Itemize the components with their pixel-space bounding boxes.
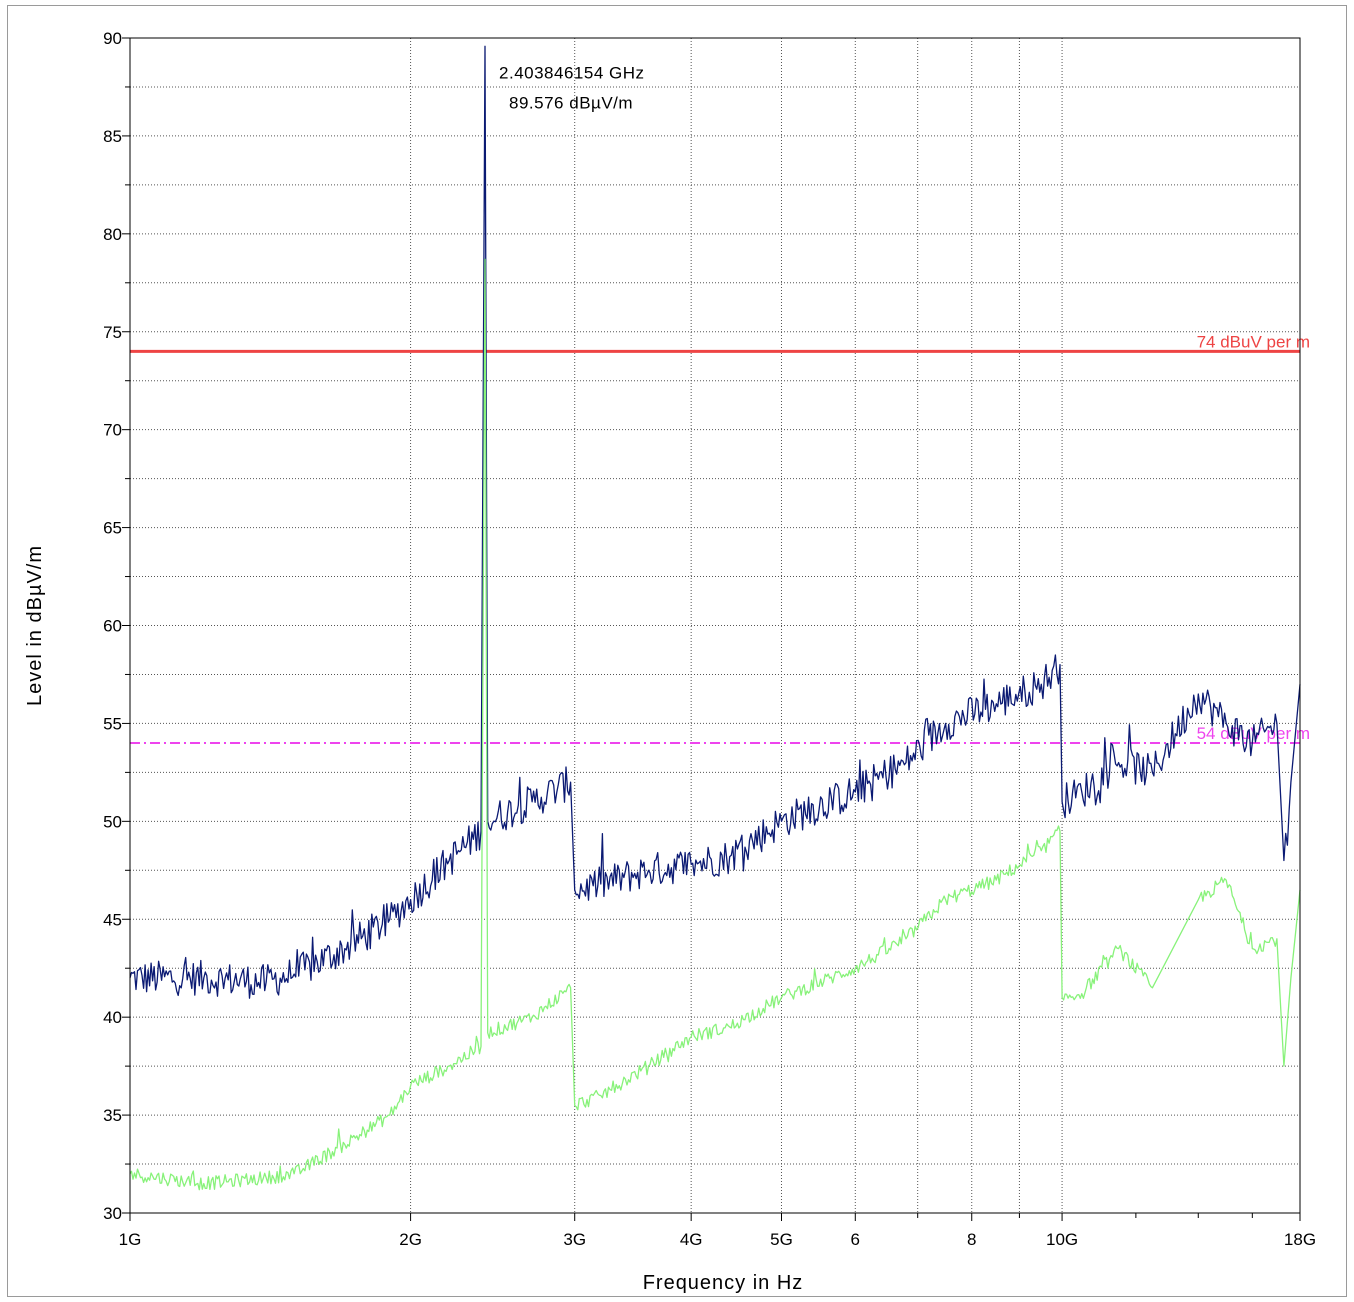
y-tick-label: 40 xyxy=(103,1008,122,1027)
y-tick-label: 45 xyxy=(103,910,122,929)
y-tick-label: 30 xyxy=(103,1204,122,1223)
series-traces xyxy=(129,45,1301,1191)
y-tick-label: 35 xyxy=(103,1106,122,1125)
x-tick-label: 8 xyxy=(967,1230,976,1249)
x-tick-label: 6 xyxy=(851,1230,860,1249)
peak-marker: 2.403846154 GHz 89.576 dBµV/m xyxy=(499,63,645,112)
grid xyxy=(129,37,1301,1214)
y-tick-label: 50 xyxy=(103,812,122,831)
y-tick-label: 80 xyxy=(103,225,122,244)
x-tick-label: 3G xyxy=(563,1230,586,1249)
x-tick-label: 1G xyxy=(119,1230,142,1249)
y-axis-title: Level in dBµV/m xyxy=(24,545,46,706)
x-tick-label: 10G xyxy=(1046,1230,1078,1249)
x-axis: 1G 2G 3G 4G 5G 6 8 10G 18G xyxy=(119,1213,1316,1249)
y-tick-label: 55 xyxy=(103,714,122,733)
x-tick-label: 5G xyxy=(770,1230,793,1249)
y-tick-label: 90 xyxy=(103,29,122,48)
y-axis: 30 35 40 45 50 55 60 65 70 75 80 85 90 xyxy=(103,29,130,1223)
marker-level: 89.576 dBµV/m xyxy=(509,93,633,112)
y-tick-label: 75 xyxy=(103,323,122,342)
x-axis-title: Frequency in Hz xyxy=(643,1272,804,1294)
y-tick-label: 85 xyxy=(103,127,122,146)
series-line xyxy=(129,258,1301,1191)
x-tick-label: 18G xyxy=(1284,1230,1316,1249)
x-tick-label: 2G xyxy=(399,1230,422,1249)
y-tick-label: 70 xyxy=(103,421,122,440)
series-line xyxy=(129,45,1301,999)
y-tick-label: 65 xyxy=(103,519,122,538)
marker-frequency: 2.403846154 GHz xyxy=(499,63,645,82)
x-tick-label: 4G xyxy=(680,1230,703,1249)
limit-lines: 74 dBuV per m54 dBuV per m xyxy=(130,332,1310,744)
y-tick-label: 60 xyxy=(103,617,122,636)
limit-label: 74 dBuV per m xyxy=(1197,332,1310,351)
chart-frame xyxy=(7,5,1347,1297)
